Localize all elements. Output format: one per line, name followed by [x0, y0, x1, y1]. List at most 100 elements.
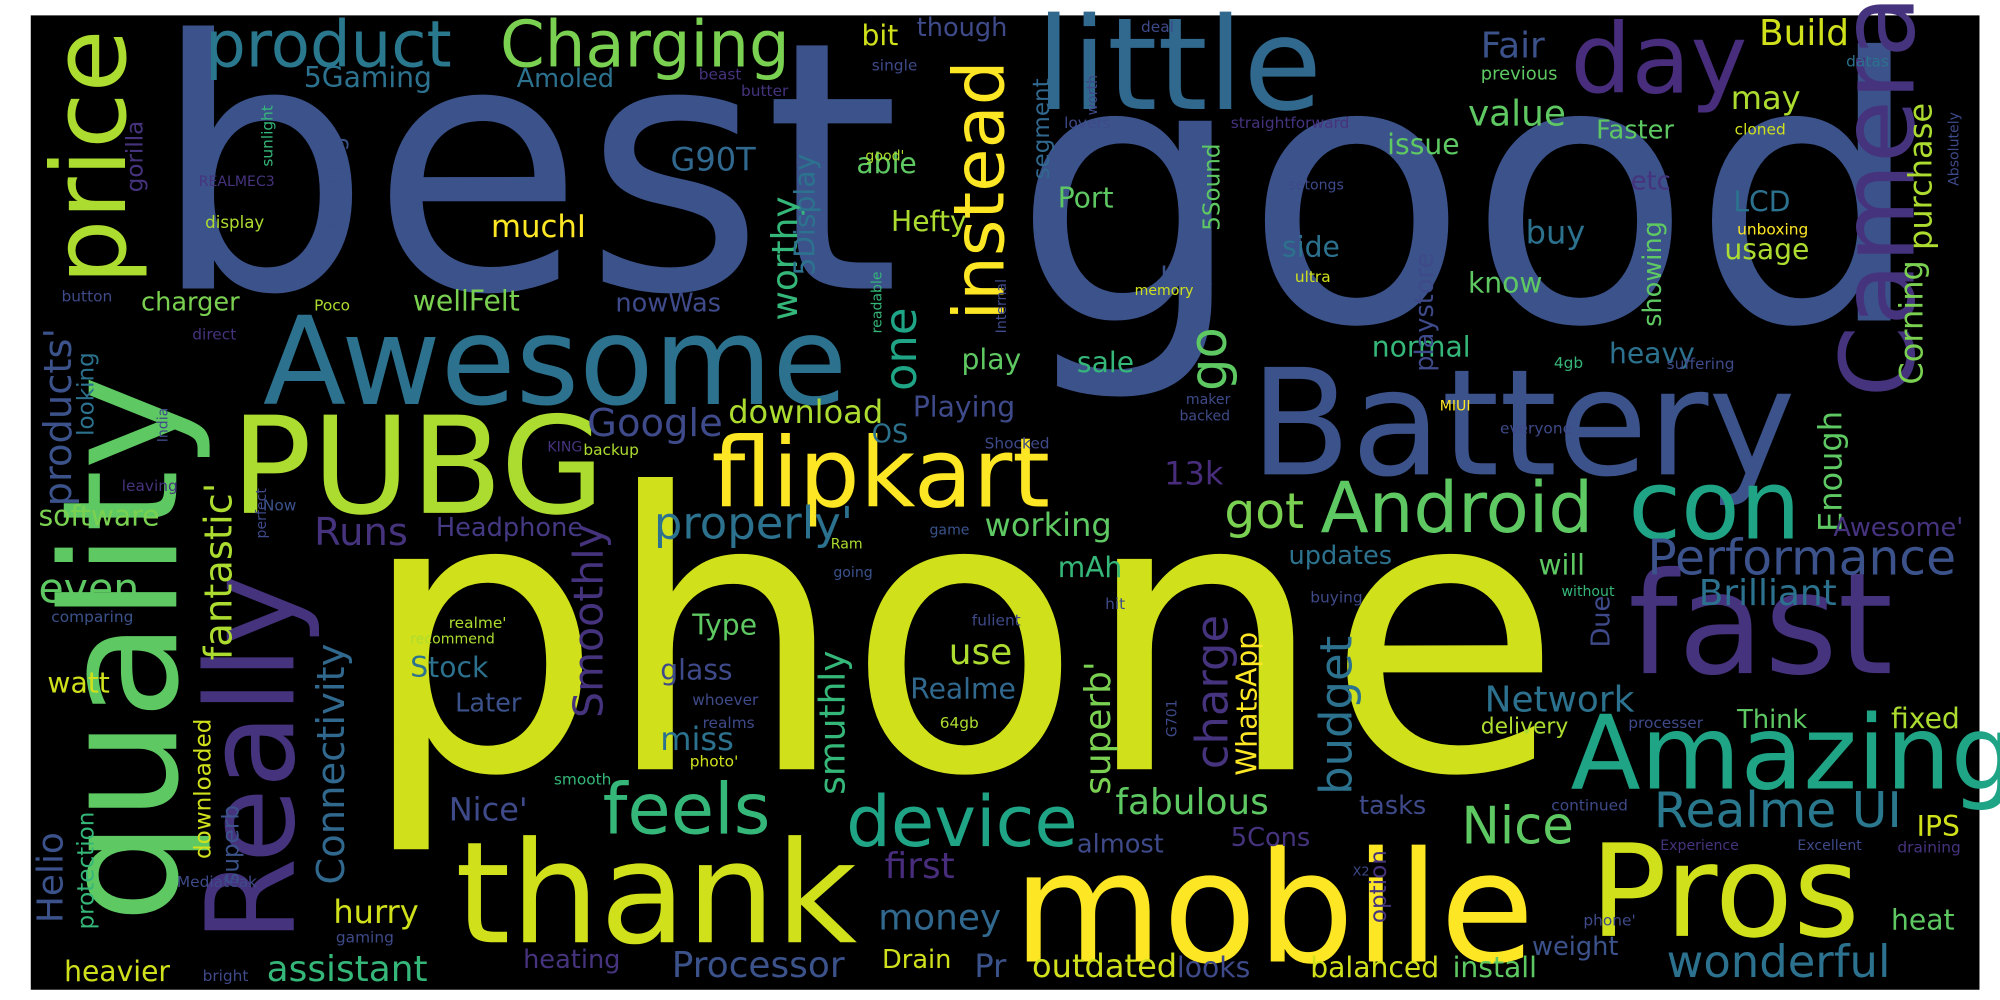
- word: hurry: [333, 893, 418, 931]
- word: direct: [192, 326, 236, 344]
- word: India: [155, 408, 171, 443]
- word: thank: [455, 812, 857, 976]
- word: assistant: [267, 949, 428, 990]
- word: Google: [587, 401, 723, 446]
- word: heat: [1891, 903, 1955, 936]
- word: day: [1571, 3, 1748, 115]
- word: playstore: [1410, 253, 1440, 372]
- word: 64gb: [940, 714, 979, 732]
- word: beast: [699, 65, 742, 83]
- word: miss: [660, 720, 734, 758]
- word: use: [949, 632, 1013, 673]
- word: IPS: [1917, 810, 1960, 843]
- word: heavy: [1609, 337, 1695, 370]
- word: butter: [741, 82, 789, 100]
- word: nowWas: [615, 289, 721, 319]
- word: Pr: [974, 947, 1007, 985]
- word: smooth: [554, 771, 612, 789]
- word: flipkart: [712, 417, 1050, 529]
- word: little: [1036, 0, 1322, 140]
- word: photo': [690, 753, 739, 771]
- word: option: [1366, 850, 1392, 923]
- word: know: [1468, 266, 1543, 299]
- word: best: [151, 0, 900, 370]
- word: recommend: [410, 632, 495, 648]
- word: fabulous: [1115, 782, 1268, 823]
- word: gorilla: [122, 121, 148, 193]
- word: OS: [872, 419, 908, 449]
- word: Awesome': [1833, 513, 1963, 543]
- word: straightforward: [1231, 114, 1350, 132]
- word: fantastic': [196, 483, 241, 661]
- word: bit: [862, 19, 899, 52]
- word: Drain: [882, 945, 951, 975]
- word: fixed: [1891, 702, 1960, 735]
- word: Playing: [913, 391, 1015, 424]
- word: Pros: [1590, 818, 1860, 967]
- word: Faster: [1596, 115, 1674, 145]
- word: realme': [449, 614, 507, 632]
- word: good': [865, 148, 904, 164]
- word: PUBG: [231, 388, 605, 545]
- word: backup: [583, 441, 639, 459]
- word: software: [38, 500, 159, 533]
- word: normal: [1372, 330, 1471, 363]
- word: balanced: [1310, 951, 1439, 984]
- word: sunlight: [258, 105, 276, 167]
- word: Really: [181, 574, 323, 942]
- word: single: [872, 57, 918, 75]
- word: ultra: [1295, 268, 1331, 286]
- word: able: [856, 147, 916, 180]
- word: datas: [1846, 53, 1889, 71]
- word: Hefty: [891, 205, 967, 238]
- word: Brilliant: [1699, 573, 1837, 614]
- word: updates: [1288, 541, 1392, 571]
- background: [30, 15, 1980, 990]
- word: buy: [1526, 214, 1586, 252]
- word: mobile: [1013, 820, 1535, 999]
- word: comparing: [51, 608, 133, 626]
- word: maker: [1186, 392, 1231, 408]
- word: processer: [1628, 714, 1704, 732]
- word: phone': [1583, 912, 1635, 930]
- word: instead: [939, 61, 1021, 321]
- word: issue: [1387, 128, 1459, 161]
- word: Later: [455, 689, 522, 719]
- word: tasks: [1359, 791, 1426, 821]
- word: smuthly: [813, 650, 854, 794]
- word: lovers: [1064, 114, 1111, 132]
- word: protection: [74, 812, 100, 930]
- word: leaving: [122, 477, 178, 495]
- word: Charging: [500, 9, 790, 83]
- word: suffering: [1667, 355, 1735, 373]
- word: hit: [1105, 595, 1125, 613]
- word: charger: [141, 287, 240, 317]
- word: X2: [1353, 865, 1370, 880]
- word: con: [1628, 449, 1801, 561]
- word: looking: [74, 352, 100, 436]
- word: Corning: [1892, 260, 1930, 384]
- word: 5Gaming: [304, 61, 432, 94]
- word: Experience: [1660, 838, 1739, 854]
- word: perfect: [254, 488, 270, 539]
- word: Shocked: [985, 435, 1050, 453]
- word: Mediateak: [177, 873, 257, 891]
- word: superb: [219, 805, 245, 885]
- word: setongs: [1288, 178, 1343, 194]
- word: readable: [870, 271, 886, 333]
- word: showing: [1638, 221, 1668, 327]
- word: Connectivity: [309, 644, 354, 885]
- word: Enough: [1812, 411, 1850, 532]
- word: Nice': [449, 791, 528, 829]
- word: unboxing: [1737, 221, 1808, 239]
- word: delivery: [1481, 714, 1569, 739]
- word: Battery: [1250, 337, 1796, 509]
- word: Fair: [1481, 26, 1545, 67]
- word: weight: [1532, 932, 1618, 962]
- word: 5Sound: [1199, 143, 1225, 230]
- word: Port: [1058, 182, 1114, 215]
- word: Type: [691, 609, 757, 642]
- word: realms: [703, 714, 755, 732]
- word: 5Display: [788, 154, 821, 276]
- word: Helio: [31, 832, 72, 923]
